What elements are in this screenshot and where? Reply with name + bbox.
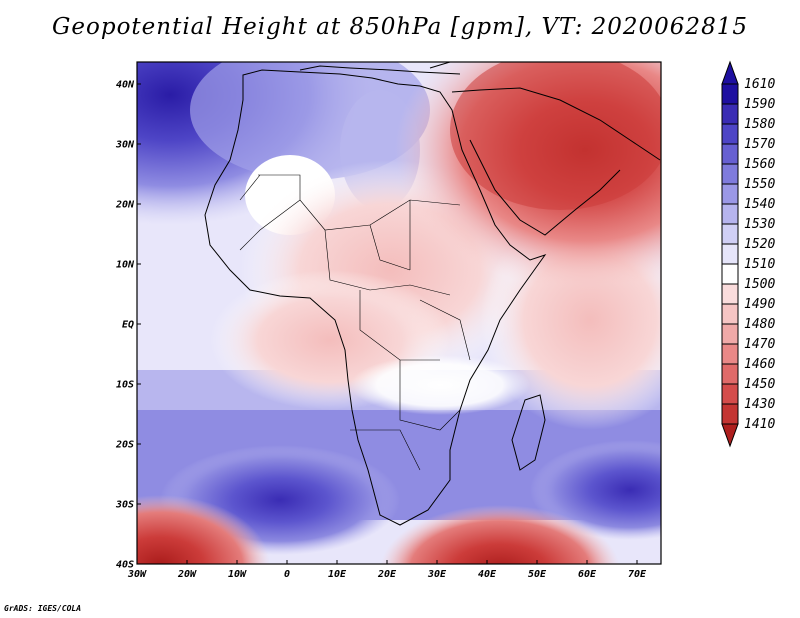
lon-tick-label: 20E — [377, 569, 397, 580]
colorbar: 1610 1590 1580 1570 1560 1550 1540 1530 1520 1510… — [721, 60, 775, 448]
colorbar-swatch — [721, 363, 739, 385]
colorbar-swatch — [721, 323, 739, 345]
lat-tick-label: 30N — [115, 140, 135, 151]
colorbar-label: 1540 — [744, 197, 775, 212]
africa-coastline — [204, 69, 547, 526]
lon-tick-label: 60E — [578, 569, 597, 580]
colorbar-swatch — [721, 183, 739, 205]
lat-tick-label: 20S — [115, 440, 134, 451]
colorbar-swatch — [721, 83, 739, 105]
lon-tick-label: 10W — [228, 569, 247, 580]
colorbar-swatch — [721, 203, 739, 225]
colorbar-label: 1460 — [744, 357, 775, 372]
colorbar-swatch — [721, 103, 739, 125]
colorbar-label: 1580 — [744, 117, 775, 132]
lat-tick-label: 20N — [115, 200, 135, 211]
colorbar-label: 1590 — [744, 97, 775, 112]
colorbar-swatch — [721, 343, 739, 365]
colorbar-label: 1430 — [744, 397, 775, 412]
colorbar-swatch — [721, 143, 739, 165]
colorbar-swatch — [721, 263, 739, 285]
borders — [239, 174, 471, 471]
colorbar-label: 1500 — [744, 277, 775, 292]
colorbar-bottom-arrow — [721, 423, 739, 448]
colorbar-swatch — [721, 403, 739, 425]
lat-tick-label: 40S — [116, 560, 134, 571]
lon-tick-label: 0 — [284, 569, 290, 580]
colorbar-label: 1520 — [744, 237, 775, 252]
colorbar-swatch — [721, 283, 739, 305]
lon-tick-label: 30E — [427, 569, 447, 580]
lat-tick-label: 10S — [116, 380, 134, 391]
lat-axis: 40N 30N 20N 10N EQ 10S 20S 30S 40S — [115, 80, 141, 571]
height-field — [137, 62, 661, 564]
colorbar-swatch — [721, 303, 739, 325]
colorbar-swatch — [721, 163, 739, 185]
lon-tick-label: 20W — [177, 569, 197, 580]
lat-tick-label: 10N — [116, 260, 135, 271]
lon-tick-label: 30W — [127, 569, 147, 580]
colorbar-swatch — [721, 243, 739, 265]
lon-tick-label: 40E — [478, 569, 497, 580]
lon-tick-label: 70E — [628, 569, 647, 580]
colorbar-label: 1610 — [744, 77, 775, 92]
colorbar-label: 1480 — [744, 317, 775, 332]
colorbar-label: 1530 — [744, 217, 775, 232]
map-title: Geopotential Height at 850hPa [gpm], VT:… — [52, 14, 748, 40]
madagascar — [511, 394, 546, 471]
colorbar-label: 1570 — [744, 137, 775, 152]
coastlines — [204, 62, 661, 526]
colorbar-label: 1410 — [744, 417, 775, 432]
plot-frame — [136, 61, 662, 565]
colorbar-swatch — [721, 223, 739, 245]
lon-tick-label: 10E — [328, 569, 347, 580]
colorbar-label: 1510 — [744, 257, 775, 272]
colorbar-label: 1560 — [744, 157, 775, 172]
lat-tick-label: 40N — [116, 80, 135, 91]
credit-label: GrADS: IGES/COLA — [4, 604, 82, 613]
colorbar-label: 1550 — [744, 177, 775, 192]
colorbar-top-arrow — [721, 60, 739, 85]
colorbar-swatch — [721, 383, 739, 405]
lon-tick-label: 50E — [528, 569, 547, 580]
europe-coast — [299, 62, 461, 75]
colorbar-label: 1490 — [744, 297, 775, 312]
colorbar-label: 1450 — [744, 377, 775, 392]
lon-axis: 30W 20W 10W 0 10E 20E 30E 40E 50E 60E 70E — [127, 560, 647, 580]
lat-tick-label: EQ — [122, 320, 134, 331]
lat-tick-label: 30S — [115, 500, 134, 511]
colorbar-swatch — [721, 123, 739, 145]
arabia-coastline — [451, 87, 661, 236]
colorbar-label: 1470 — [744, 337, 775, 352]
